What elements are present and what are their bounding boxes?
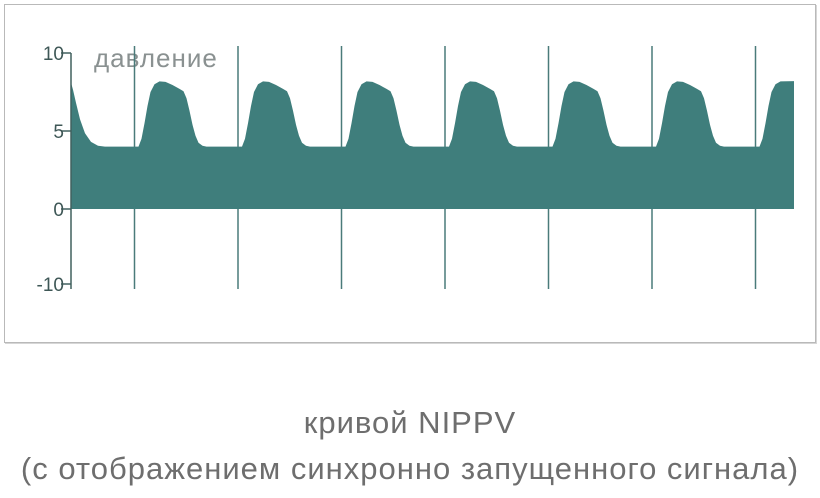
waveform-panel: давление 10 5 0 -10 [4,4,816,343]
y-tick-label-5: 5 [53,122,64,143]
y-tick-label-0: 0 [53,200,64,221]
pressure-waveform-area [71,81,794,209]
y-tick-label-neg10: -10 [37,275,64,296]
caption-title: кривой NIPPV [303,405,517,440]
pressure-waveform-chart: 10 5 0 -10 [37,44,794,296]
y-tick-label-10: 10 [43,44,64,65]
figure-caption: кривой NIPPV (с отображением синхронно з… [0,400,820,492]
y-axis [61,52,72,289]
pressure-axis-title: давление [94,43,218,73]
caption-subtitle: (с отображением синхронно запущенного си… [20,451,800,486]
